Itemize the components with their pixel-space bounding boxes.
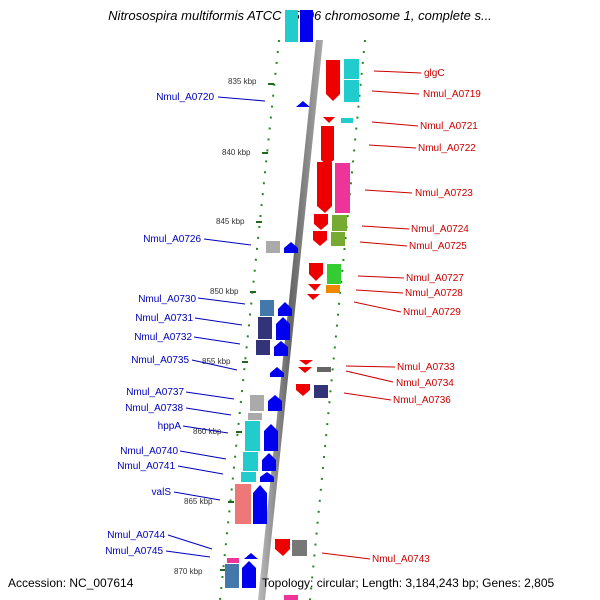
gene-box-Nmul_A0721 [341, 118, 353, 123]
gene-box-Nmul_A0728 [326, 285, 340, 293]
gene-label: Nmul_A0733 [397, 362, 455, 373]
gene-box-Nmul_A0730 [260, 300, 274, 316]
ruler-label: 835 kbp [228, 77, 257, 86]
right-leader-lines [321, 70, 422, 560]
gene-arrow-Nmul_A0721 [323, 117, 335, 123]
left-strand-genes[interactable] [225, 101, 310, 588]
gene-arrow-Nmul_A0723 [317, 162, 332, 213]
gene-arrow-Nmul_A0724 [314, 214, 328, 230]
ruler-label: 840 kbp [222, 148, 251, 157]
gene-label: Nmul_A0745 [105, 546, 163, 557]
gene-box-Nmul_A0745 [227, 558, 239, 563]
gene-box-hppA [245, 421, 260, 451]
gene-arrow-Nmul_A0745 [242, 561, 256, 588]
gene-arrow-Nmul_A0728 [308, 284, 321, 291]
gene-box-Nmul_A0740 [243, 452, 258, 471]
right-strand-genes[interactable] [275, 59, 359, 600]
gene-label: hppA [158, 421, 182, 432]
gene-arrow-Nmul_A0744 [244, 553, 258, 559]
gene-label: Nmul_A0727 [406, 273, 464, 284]
gene-label: Nmul_A0744 [107, 530, 165, 541]
gene-label: Nmul_A0730 [138, 294, 196, 305]
gene-label: Nmul_A0726 [143, 234, 201, 245]
left-gene-labels[interactable]: Nmul_A0720 Nmul_A0726 Nmul_A0730 Nmul_A0… [105, 92, 214, 557]
gene-label: Nmul_A0723 [415, 188, 473, 199]
gene-arrow-Nmul_A0719 [326, 78, 340, 101]
gene-arrow-hppA [264, 424, 278, 451]
ruler-label: 845 kbp [216, 217, 245, 226]
gene-box-Nmul_A0732 [256, 340, 270, 355]
ruler-label: 870 kbp [174, 567, 203, 576]
gene-arrow-Nmul_A0725 [313, 231, 327, 246]
gene-box-Nmul_A0745b [225, 564, 239, 588]
right-gene-labels[interactable]: glgC Nmul_A0719 Nmul_A0721 Nmul_A0722 Nm… [372, 68, 481, 565]
gene-label: valS [152, 487, 172, 498]
gene-arrow-Nmul_A0731 [276, 317, 290, 340]
gene-arrow-Nmul_A0720 [296, 101, 310, 107]
gene-arrow-Nmul_A0729 [307, 294, 320, 300]
gene-label: Nmul_A0719 [423, 89, 481, 100]
gene-label: Nmul_A0722 [418, 143, 476, 154]
gene-label: Nmul_A0734 [396, 378, 454, 389]
gene-box-glgC [344, 59, 359, 79]
gene-label: Nmul_A0725 [409, 241, 467, 252]
gene-arrow-Nmul_A0727 [309, 263, 323, 281]
gene-box-Nmul_A0737 [250, 395, 264, 411]
ruler-label: 865 kbp [184, 497, 213, 506]
gene-arrow-Nmul_A0736 [296, 384, 310, 396]
gene-arrow-Nmul_A0740 [262, 453, 276, 471]
gene-label: Nmul_A0728 [405, 288, 463, 299]
gene-arrow-Nmul_A0730 [278, 302, 292, 316]
ruler-label: 850 kbp [210, 287, 239, 296]
gene-label: Nmul_A0735 [131, 355, 189, 366]
gene-label: Nmul_A0721 [420, 121, 478, 132]
gene-label: glgC [424, 68, 445, 79]
gene-label: Nmul_A0731 [135, 313, 193, 324]
gene-box-Nmul_A0727 [327, 264, 341, 284]
gene-label: Nmul_A0724 [411, 224, 469, 235]
ruler: 835 kbp 840 kbp 845 kbp 850 kbp 855 kbp … [174, 77, 274, 576]
gene-arrow-valS [253, 485, 267, 524]
gene-box-valS [235, 484, 251, 524]
gene-arrow-Nmul_A0741 [260, 472, 274, 482]
gene-label: Nmul_A0740 [120, 446, 178, 457]
gene-box-Nmul_A0738 [248, 413, 262, 420]
gene-box-Nmul_A0725 [331, 232, 345, 246]
gene-label: Nmul_A0741 [117, 461, 175, 472]
gene-label: Nmul_A0738 [125, 403, 183, 414]
gene-box-Nmul_A0723 [335, 163, 350, 213]
gene-box-Nmul_A0743 [292, 540, 307, 556]
gene-arrow-Nmul_A0734 [298, 367, 312, 373]
gene-box-Nmul_A0726 [266, 241, 280, 253]
topology-text: Topology: circular; Length: 3,184,243 bp… [262, 576, 555, 590]
ruler-label: 860 kbp [193, 427, 222, 436]
accession-text: Accession: NC_007614 [8, 576, 134, 590]
gene-label: Nmul_A0737 [126, 387, 184, 398]
gene-box-Nmul_A0731 [258, 317, 272, 339]
left-leader-lines [165, 96, 266, 558]
gene-features-top[interactable] [285, 10, 313, 42]
gene-arrow-Nmul_A0743 [275, 539, 290, 556]
map-title: Nitrosospira multiformis ATCC 25196 chro… [108, 8, 492, 23]
ruler-label: 855 kbp [202, 357, 231, 366]
gene-arrow-Nmul_A0735 [270, 367, 284, 377]
gene-arrow-Nmul_A0726 [284, 242, 298, 253]
gene-box-Nmul_A0741 [241, 472, 256, 482]
gene-label: Nmul_A0732 [134, 332, 192, 343]
gene-label: Nmul_A0720 [156, 92, 214, 103]
gene-label: Nmul_A0736 [393, 395, 451, 406]
gene-box-Nmul_A0734 [317, 367, 331, 372]
gene-arrow-Nmul_A0733 [299, 360, 313, 365]
gene-label: Nmul_A0743 [372, 554, 430, 565]
gene-box-Nmul_A0724 [332, 215, 347, 231]
gene-arrow-Nmul_A0732 [274, 341, 288, 356]
gene-box-Nmul_A0719 [344, 80, 359, 102]
gene-arrow-Nmul_A0737 [268, 395, 282, 411]
gene-label: Nmul_A0729 [403, 307, 461, 318]
gene-arrow-Nmul_A0722 [321, 126, 334, 165]
gene-box-Nmul_A0736 [314, 385, 328, 398]
